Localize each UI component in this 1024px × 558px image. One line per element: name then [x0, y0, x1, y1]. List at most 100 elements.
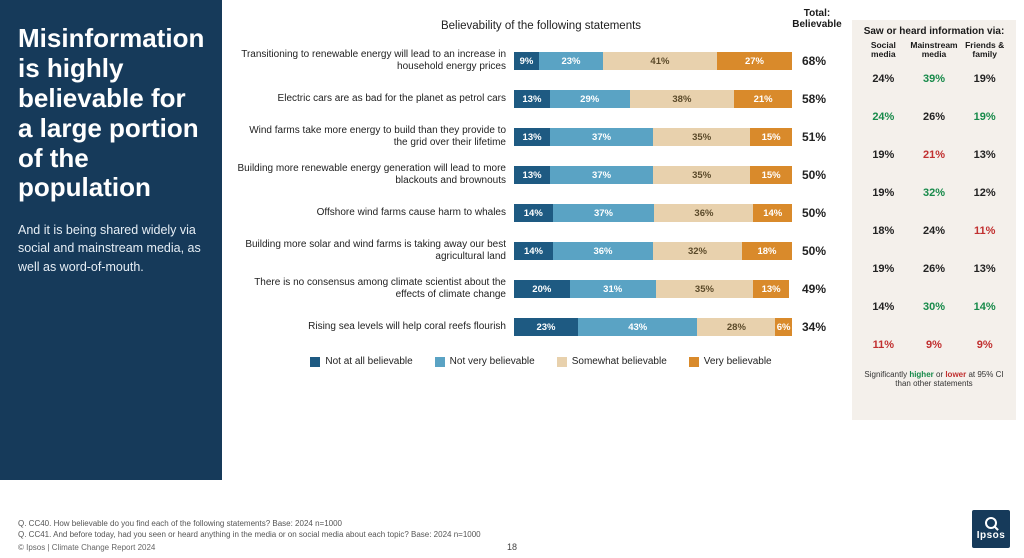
info-cell: 19% — [959, 73, 1010, 85]
chart-row: Building more solar and wind farms is ta… — [236, 232, 846, 270]
ipsos-logo: Ipsos — [972, 510, 1010, 548]
bar-segment: 18% — [742, 242, 792, 260]
bar-segment: 15% — [750, 166, 792, 184]
row-label: There is no consensus among climate scie… — [236, 277, 514, 301]
info-col-header: Social media — [858, 41, 909, 60]
info-cell: 39% — [909, 73, 960, 85]
row-label: Building more solar and wind farms is ta… — [236, 239, 514, 263]
headline: Misinformation is highly believable for … — [18, 24, 204, 203]
bar-segment: 21% — [734, 90, 792, 108]
info-cell: 26% — [909, 111, 960, 123]
chart-row: Electric cars are as bad for the planet … — [236, 80, 846, 118]
stacked-bar: 13%37%35%15% — [514, 128, 792, 146]
footnote-q2: Q. CC41. And before today, had you seen … — [18, 530, 481, 540]
bar-segment: 35% — [656, 280, 753, 298]
info-cell: 30% — [909, 301, 960, 313]
bar-segment: 27% — [717, 52, 792, 70]
legend-label: Somewhat believable — [572, 356, 667, 367]
bar-segment: 29% — [550, 90, 630, 108]
row-label: Building more renewable energy generatio… — [236, 163, 514, 187]
stacked-bar: 14%37%36%14% — [514, 204, 792, 222]
info-cell: 24% — [858, 73, 909, 85]
bar-segment: 31% — [570, 280, 656, 298]
info-row: 24%26%19% — [858, 98, 1010, 136]
info-cell: 13% — [959, 149, 1010, 161]
chart-row: Wind farms take more energy to build tha… — [236, 118, 846, 156]
bar-segment: 32% — [653, 242, 742, 260]
info-cell: 14% — [858, 301, 909, 313]
info-row: 19%21%13% — [858, 136, 1010, 174]
info-cell: 24% — [858, 111, 909, 123]
footnotes: Q. CC40. How believable do you find each… — [18, 519, 481, 540]
bar-segment: 14% — [514, 204, 553, 222]
chart-row: Offshore wind farms cause harm to whales… — [236, 194, 846, 232]
chart-row: Rising sea levels will help coral reefs … — [236, 308, 846, 346]
info-row: 18%24%11% — [858, 212, 1010, 250]
row-label: Offshore wind farms cause harm to whales — [236, 207, 514, 219]
bar-segment: 35% — [653, 128, 750, 146]
info-cell: 24% — [909, 225, 960, 237]
bar-segment: 35% — [653, 166, 750, 184]
legend-label: Not at all believable — [325, 356, 412, 367]
bar-segment: 36% — [654, 204, 753, 222]
info-row: 24%39%19% — [858, 60, 1010, 98]
bar-segment: 13% — [753, 280, 789, 298]
footnote-q1: Q. CC40. How believable do you find each… — [18, 519, 481, 529]
stacked-bar: 14%36%32%18% — [514, 242, 792, 260]
sidebar-panel: Misinformation is highly believable for … — [0, 0, 222, 480]
chart-legend: Not at all believable Not very believable… — [236, 356, 846, 367]
row-label: Wind farms take more energy to build tha… — [236, 125, 514, 149]
bar-segment: 23% — [514, 318, 578, 336]
bar-segment: 20% — [514, 280, 570, 298]
legend-item: Not very believable — [435, 356, 535, 367]
row-label: Transitioning to renewable energy will l… — [236, 49, 514, 73]
headline-subtext: And it is being shared widely via social… — [18, 221, 204, 275]
legend-item: Not at all believable — [310, 356, 412, 367]
chart-title: Believability of the following statement… — [236, 20, 846, 32]
chart-area: Believability of the following statement… — [236, 20, 846, 367]
legend-item: Somewhat believable — [557, 356, 667, 367]
info-cell: 13% — [959, 263, 1010, 275]
row-total: 50% — [792, 244, 836, 258]
legend-label: Very believable — [704, 356, 772, 367]
bar-segment: 14% — [753, 204, 792, 222]
info-cell: 9% — [959, 339, 1010, 351]
info-row: 14%30%14% — [858, 288, 1010, 326]
info-source-panel: Saw or heard information via: Social med… — [852, 20, 1016, 420]
row-total: 50% — [792, 206, 836, 220]
slide: Misinformation is highly believable for … — [0, 0, 1024, 558]
legend-label: Not very believable — [450, 356, 535, 367]
info-source-header: Saw or heard information via: — [858, 26, 1010, 37]
bar-segment: 41% — [603, 52, 717, 70]
bar-segment: 13% — [514, 166, 550, 184]
info-cell: 19% — [858, 149, 909, 161]
row-label: Rising sea levels will help coral reefs … — [236, 321, 514, 333]
info-cell: 9% — [909, 339, 960, 351]
stacked-bar: 20%31%35%13% — [514, 280, 792, 298]
bar-segment: 37% — [550, 128, 653, 146]
copyright: © Ipsos | Climate Change Report 2024 — [18, 543, 155, 552]
row-total: 49% — [792, 282, 836, 296]
stacked-bar: 13%29%38%21% — [514, 90, 792, 108]
info-cell: 19% — [858, 263, 909, 275]
significance-note: Significantly higher or lower at 95% CI … — [858, 370, 1010, 388]
info-cell: 19% — [959, 111, 1010, 123]
bar-segment: 15% — [750, 128, 792, 146]
row-total: 50% — [792, 168, 836, 182]
info-cell: 12% — [959, 187, 1010, 199]
bar-segment: 6% — [775, 318, 792, 336]
row-total: 34% — [792, 320, 836, 334]
page-number: 18 — [507, 542, 517, 552]
bar-segment: 13% — [514, 128, 550, 146]
bar-segment: 23% — [539, 52, 603, 70]
stacked-bar: 23%43%28%6% — [514, 318, 792, 336]
legend-swatch — [310, 357, 320, 367]
info-row: 11%9%9% — [858, 326, 1010, 364]
row-total: 58% — [792, 92, 836, 106]
legend-swatch — [557, 357, 567, 367]
bar-segment: 36% — [553, 242, 653, 260]
info-cell: 21% — [909, 149, 960, 161]
legend-swatch — [689, 357, 699, 367]
bar-segment: 37% — [553, 204, 655, 222]
info-cell: 14% — [959, 301, 1010, 313]
